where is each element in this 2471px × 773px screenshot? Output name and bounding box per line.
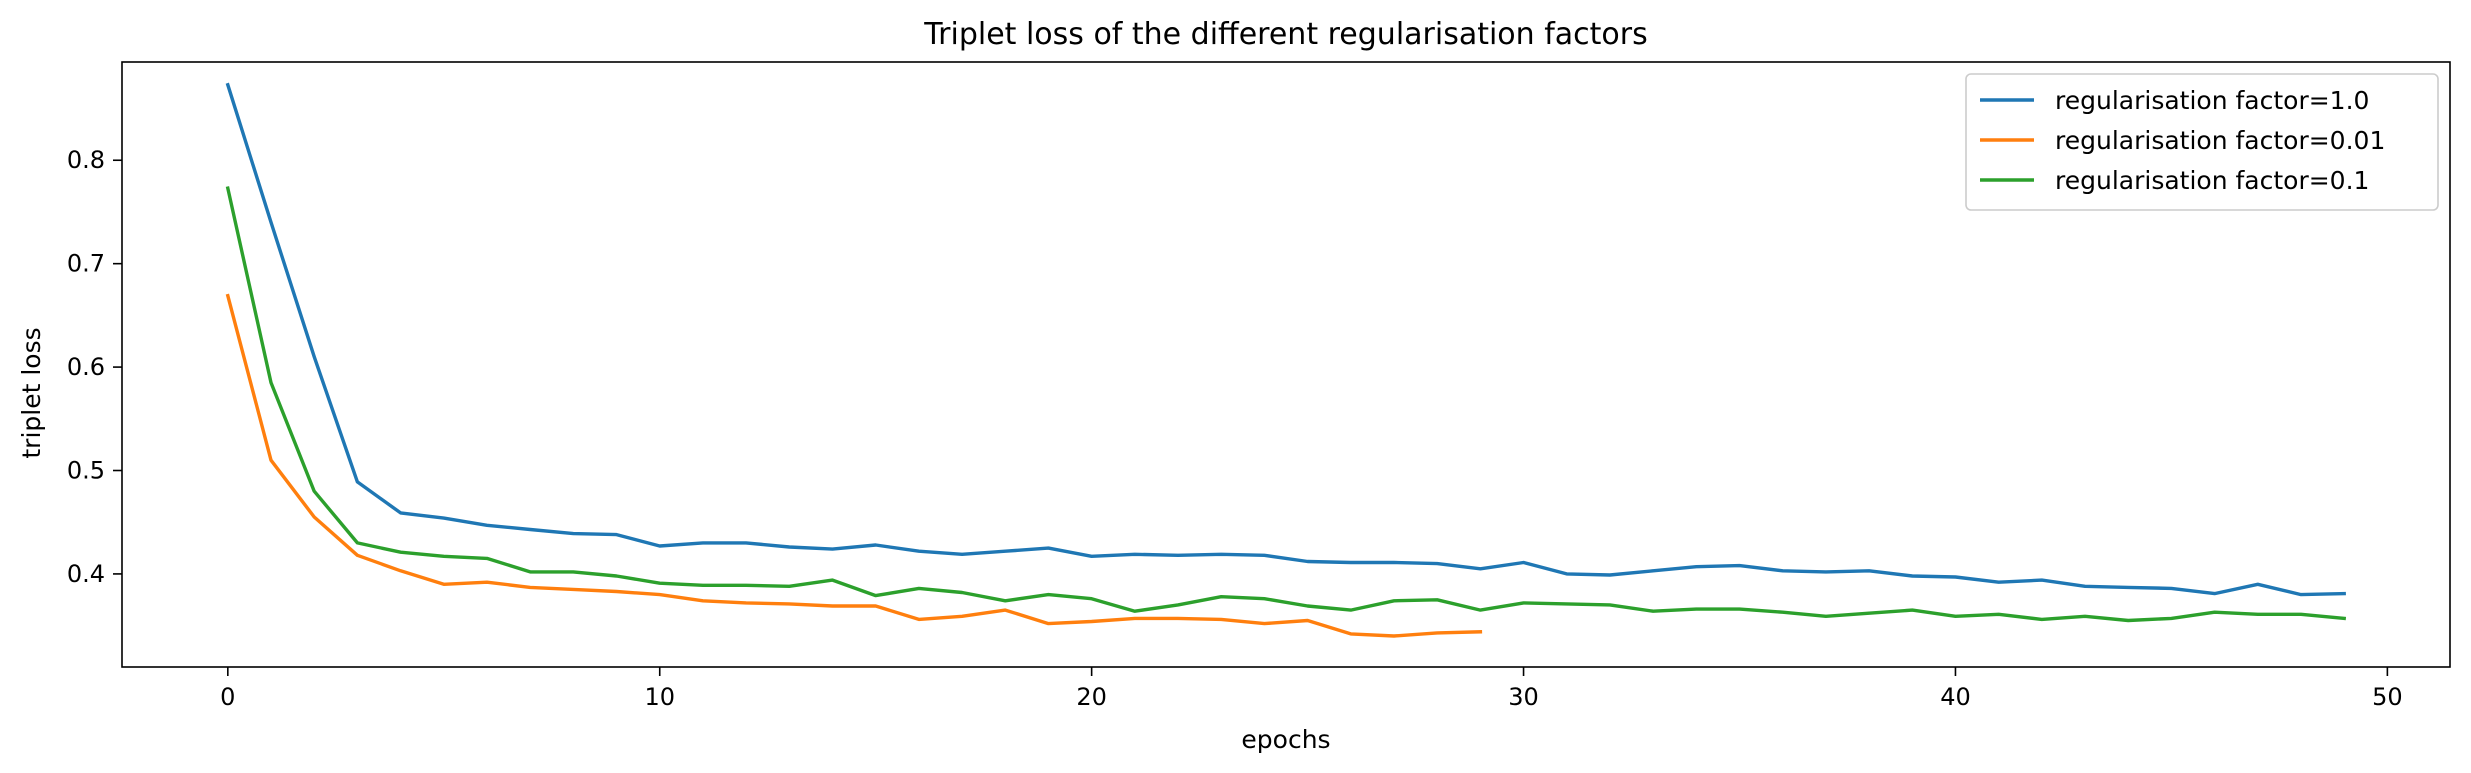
- x-axis-label: epochs: [1241, 725, 1330, 754]
- series-line-2: [225, 293, 1483, 638]
- series-lines: [225, 82, 2347, 638]
- legend-label-3: regularisation factor=0.1: [2055, 166, 2369, 195]
- plot-area-frame: [121, 61, 2451, 668]
- series-line-1: [225, 82, 2346, 597]
- x-tick-label: 40: [1940, 683, 1971, 711]
- y-tick-label: 0.6: [67, 353, 105, 381]
- y-tick-label: 0.5: [67, 457, 105, 485]
- legend: regularisation factor=1.0 regularisation …: [1965, 73, 2439, 211]
- legend-label-2: regularisation factor=0.01: [2055, 126, 2385, 155]
- y-tick-label: 0.8: [67, 146, 105, 174]
- y-axis-ticks: 0.4 0.5 0.6 0.7 0.8: [67, 146, 122, 588]
- y-tick-label: 0.4: [67, 560, 105, 588]
- series-line-3: [225, 186, 2347, 623]
- x-tick-label: 30: [1508, 683, 1539, 711]
- x-tick-label: 20: [1076, 683, 1107, 711]
- y-axis-label: triplet loss: [17, 327, 46, 458]
- x-tick-label: 10: [644, 683, 675, 711]
- legend-box: [1965, 73, 2439, 211]
- x-axis-ticks: 0 10 20 30 40 50: [220, 667, 2403, 711]
- y-tick-label: 0.7: [67, 250, 105, 278]
- x-tick-label: 50: [2372, 683, 2403, 711]
- legend-label-1: regularisation factor=1.0: [2055, 86, 2369, 115]
- chart-title: Triplet loss of the different regularisa…: [923, 17, 1648, 52]
- x-tick-label: 0: [220, 683, 235, 711]
